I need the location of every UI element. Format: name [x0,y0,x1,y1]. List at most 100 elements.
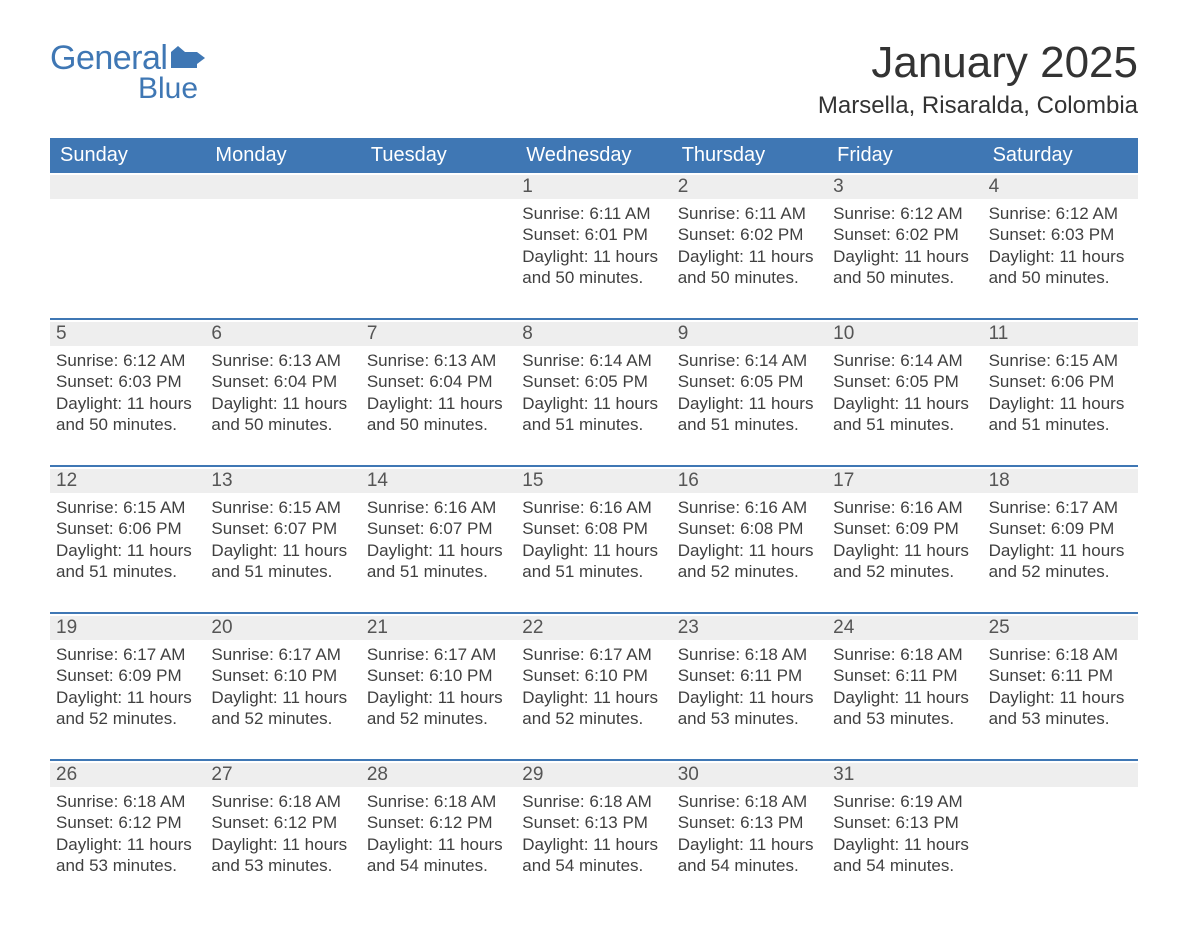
weekday-header: Saturday [983,138,1138,173]
weekday-header: Thursday [672,138,827,173]
day-number: 11 [983,322,1138,346]
daylight-line: Daylight: 11 hours and 53 minutes. [833,687,976,730]
day-cell: 17Sunrise: 6:16 AMSunset: 6:09 PMDayligh… [827,467,982,592]
sunrise-line: Sunrise: 6:12 AM [56,350,199,371]
day-body: Sunrise: 6:19 AMSunset: 6:13 PMDaylight:… [833,791,976,876]
day-cell: . [361,173,516,298]
day-number: 12 [50,469,205,493]
day-number: 8 [516,322,671,346]
day-number: 21 [361,616,516,640]
sunrise-line: Sunrise: 6:15 AM [211,497,354,518]
weekday-header: Friday [827,138,982,173]
sunset-line: Sunset: 6:05 PM [522,371,665,392]
day-body: Sunrise: 6:17 AMSunset: 6:10 PMDaylight:… [367,644,510,729]
day-body: Sunrise: 6:18 AMSunset: 6:12 PMDaylight:… [56,791,199,876]
daylight-line: Daylight: 11 hours and 52 minutes. [211,687,354,730]
daylight-line: Daylight: 11 hours and 51 minutes. [989,393,1132,436]
day-cell: 1Sunrise: 6:11 AMSunset: 6:01 PMDaylight… [516,173,671,298]
sunrise-line: Sunrise: 6:14 AM [833,350,976,371]
day-cell: 16Sunrise: 6:16 AMSunset: 6:08 PMDayligh… [672,467,827,592]
day-cell: 6Sunrise: 6:13 AMSunset: 6:04 PMDaylight… [205,320,360,445]
sunset-line: Sunset: 6:06 PM [56,518,199,539]
sunrise-line: Sunrise: 6:16 AM [678,497,821,518]
sunset-line: Sunset: 6:12 PM [211,812,354,833]
day-number: 20 [205,616,360,640]
day-cell: 14 Sunrise: 6:16 AMSunset: 6:07 PMDayligh… [361,467,516,592]
daylight-line: Daylight: 11 hours and 54 minutes. [678,834,821,877]
day-number: 28 [361,763,516,787]
day-number: 19 [50,616,205,640]
daylight-line: Daylight: 11 hours and 50 minutes. [56,393,199,436]
sunset-line: Sunset: 6:03 PM [56,371,199,392]
day-body: Sunrise: 6:18 AMSunset: 6:13 PMDaylight:… [678,791,821,876]
sunset-line: Sunset: 6:10 PM [367,665,510,686]
day-body: Sunrise: 6:12 AMSunset: 6:03 PMDaylight:… [989,203,1132,288]
day-number: . [361,175,516,199]
location-title: Marsella, Risaralda, Colombia [818,92,1138,120]
day-body: Sunrise: 6:15 AMSunset: 6:07 PMDaylight:… [211,497,354,582]
day-number: 14 [361,469,516,493]
week-row: 12Sunrise: 6:15 AMSunset: 6:06 PMDayligh… [50,465,1138,592]
daylight-line: Daylight: 11 hours and 50 minutes. [833,246,976,289]
day-cell: 10Sunrise: 6:14 AMSunset: 6:05 PMDayligh… [827,320,982,445]
sunrise-line: Sunrise: 6:18 AM [989,644,1132,665]
daylight-line: Daylight: 11 hours and 52 minutes. [522,687,665,730]
day-number: 16 [672,469,827,493]
week-row: 5Sunrise: 6:12 AMSunset: 6:03 PMDaylight… [50,318,1138,445]
day-number: . [983,763,1138,787]
weekday-header: Tuesday [361,138,516,173]
daylight-line: Daylight: 11 hours and 52 minutes. [678,540,821,583]
day-cell: 2Sunrise: 6:11 AMSunset: 6:02 PMDaylight… [672,173,827,298]
day-body: Sunrise: 6:18 AMSunset: 6:11 PMDaylight:… [833,644,976,729]
sunrise-line: Sunrise: 6:18 AM [833,644,976,665]
weekday-header: Sunday [50,138,205,173]
day-body: Sunrise: 6:18 AMSunset: 6:12 PMDaylight:… [367,791,510,876]
sunset-line: Sunset: 6:11 PM [989,665,1132,686]
sunset-line: Sunset: 6:02 PM [678,224,821,245]
sunrise-line: Sunrise: 6:11 AM [678,203,821,224]
weekday-header: Wednesday [516,138,671,173]
sunset-line: Sunset: 6:06 PM [989,371,1132,392]
sunset-line: Sunset: 6:09 PM [989,518,1132,539]
day-body: Sunrise: 6:16 AMSunset: 6:07 PMDaylight:… [367,497,510,582]
day-cell: 25Sunrise: 6:18 AMSunset: 6:11 PMDayligh… [983,614,1138,739]
sunrise-line: Sunrise: 6:16 AM [367,497,510,518]
header-row: General Blue January 2025 Marsella, Risa… [50,40,1138,120]
sunrise-line: Sunrise: 6:12 AM [833,203,976,224]
sunrise-line: Sunrise: 6:18 AM [522,791,665,812]
daylight-line: Daylight: 11 hours and 51 minutes. [56,540,199,583]
daylight-line: Daylight: 11 hours and 53 minutes. [56,834,199,877]
sunrise-line: Sunrise: 6:16 AM [522,497,665,518]
day-body: Sunrise: 6:12 AMSunset: 6:02 PMDaylight:… [833,203,976,288]
day-number: 25 [983,616,1138,640]
week-row: 26Sunrise: 6:18 AMSunset: 6:12 PMDayligh… [50,759,1138,886]
sunset-line: Sunset: 6:10 PM [522,665,665,686]
weeks-container: ...1Sunrise: 6:11 AMSunset: 6:01 PMDayli… [50,173,1138,886]
sunrise-line: Sunrise: 6:17 AM [522,644,665,665]
sunrise-line: Sunrise: 6:16 AM [833,497,976,518]
weekday-header-row: Sunday Monday Tuesday Wednesday Thursday… [50,138,1138,173]
sunrise-line: Sunrise: 6:17 AM [367,644,510,665]
sunset-line: Sunset: 6:11 PM [833,665,976,686]
day-cell: 24Sunrise: 6:18 AMSunset: 6:11 PMDayligh… [827,614,982,739]
day-cell: 3Sunrise: 6:12 AMSunset: 6:02 PMDaylight… [827,173,982,298]
day-cell: 11 Sunrise: 6:15 AMSunset: 6:06 PMDayligh… [983,320,1138,445]
day-cell: 18Sunrise: 6:17 AMSunset: 6:09 PMDayligh… [983,467,1138,592]
sunrise-line: Sunrise: 6:15 AM [989,350,1132,371]
sunset-line: Sunset: 6:11 PM [678,665,821,686]
day-cell: 13 Sunrise: 6:15 AMSunset: 6:07 PMDayligh… [205,467,360,592]
day-cell: 21 Sunrise: 6:17 AMSunset: 6:10 PMDayligh… [361,614,516,739]
day-body: Sunrise: 6:12 AMSunset: 6:03 PMDaylight:… [56,350,199,435]
daylight-line: Daylight: 11 hours and 51 minutes. [522,393,665,436]
day-number: 22 [516,616,671,640]
sunrise-line: Sunrise: 6:18 AM [678,791,821,812]
day-cell: 30Sunrise: 6:18 AMSunset: 6:13 PMDayligh… [672,761,827,886]
day-number: . [50,175,205,199]
sunset-line: Sunset: 6:04 PM [211,371,354,392]
day-body: Sunrise: 6:18 AMSunset: 6:12 PMDaylight:… [211,791,354,876]
day-body: Sunrise: 6:11 AMSunset: 6:01 PMDaylight:… [522,203,665,288]
day-number: 13 [205,469,360,493]
daylight-line: Daylight: 11 hours and 53 minutes. [678,687,821,730]
daylight-line: Daylight: 11 hours and 52 minutes. [989,540,1132,583]
sunset-line: Sunset: 6:09 PM [56,665,199,686]
